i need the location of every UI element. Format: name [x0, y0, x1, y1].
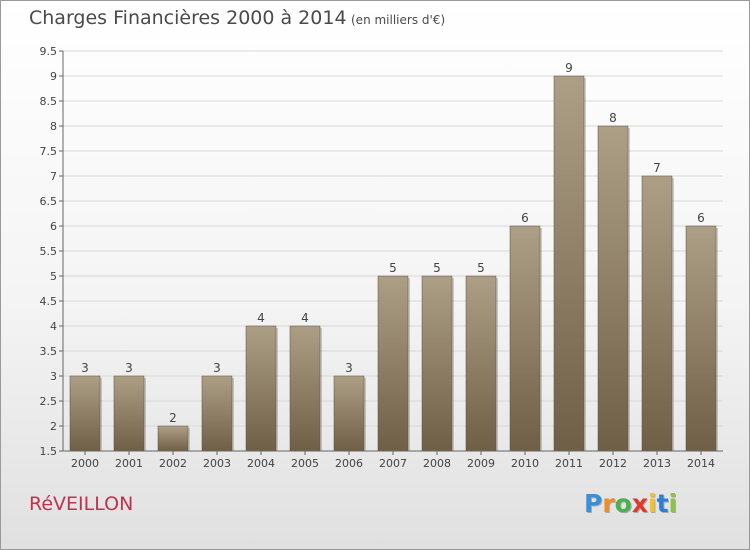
bar-value-label: 4: [257, 311, 265, 325]
chart-subtitle: (en milliers d'€): [351, 13, 446, 27]
bar: [377, 275, 409, 452]
x-tick-label: 2000: [71, 457, 99, 470]
y-tick-label: 2: [50, 420, 57, 433]
bar: [641, 175, 673, 452]
logo-letter: P: [584, 489, 603, 518]
x-tick-label: 2009: [467, 457, 495, 470]
bar: [201, 375, 233, 452]
logo-letter: i: [668, 489, 678, 518]
y-tick-label: 9.5: [40, 45, 58, 58]
x-tick-label: 2014: [687, 457, 715, 470]
bar: [509, 225, 541, 452]
x-tick-label: 2006: [335, 457, 363, 470]
y-tick-label: 8.5: [40, 95, 58, 108]
y-tick-label: 4.5: [40, 295, 58, 308]
bar-value-label: 2: [169, 411, 177, 425]
x-tick-label: 2012: [599, 457, 627, 470]
logo-letter: x: [631, 489, 648, 518]
bar-value-label: 3: [213, 361, 221, 375]
x-tick-label: 2008: [423, 457, 451, 470]
labels: 1.5 2 2.5 3 3.5 4 4.5 5 5.5 6 6.5 7 7.5 8 8.5 9 9.5 3 2000…: [40, 45, 716, 470]
bar-value-label: 9: [565, 61, 573, 75]
axes: [59, 50, 723, 455]
y-tick-label: 4: [50, 320, 57, 333]
y-tick-label: 7.5: [40, 145, 58, 158]
bar: [553, 75, 585, 452]
bar-value-label: 3: [81, 361, 89, 375]
bar-value-label: 5: [433, 261, 441, 275]
chart-title: Charges Financières 2000 à 2014: [29, 7, 347, 29]
logo-letter: o: [614, 489, 632, 518]
y-tick-label: 3: [50, 370, 57, 383]
y-tick-label: 5: [50, 270, 57, 283]
bar: [685, 225, 717, 452]
bar-value-label: 3: [345, 361, 353, 375]
y-tick-label: 6: [50, 220, 57, 233]
x-tick-label: 2011: [555, 457, 583, 470]
bar-value-label: 6: [521, 211, 529, 225]
bar-value-label: 4: [301, 311, 309, 325]
y-tick-label: 3.5: [40, 345, 58, 358]
x-tick-label: 2002: [159, 457, 187, 470]
y-tick-label: 5.5: [40, 245, 58, 258]
x-tick-label: 2010: [511, 457, 539, 470]
bar-value-label: 3: [125, 361, 133, 375]
commune-name: RéVEILLON: [29, 493, 134, 515]
y-tick-label: 6.5: [40, 195, 58, 208]
bar-value-label: 8: [609, 111, 617, 125]
x-tick-label: 2001: [115, 457, 143, 470]
y-tick-label: 9: [50, 70, 57, 83]
proxiti-logo: Proxiti: [584, 489, 677, 518]
bar: [69, 375, 101, 452]
bar: [597, 125, 629, 452]
bar-value-label: 7: [653, 161, 661, 175]
bar: [157, 425, 189, 452]
y-tick-label: 8: [50, 120, 57, 133]
bar-value-label: 5: [477, 261, 485, 275]
logo-letter: r: [602, 489, 615, 518]
logo-letter: t: [656, 489, 669, 518]
logo-letter: i: [648, 489, 657, 518]
x-tick-label: 2003: [203, 457, 231, 470]
bars: [69, 75, 718, 452]
bar: [465, 275, 497, 452]
bar: [113, 375, 145, 452]
bar: [333, 375, 365, 452]
y-tick-label: 2.5: [40, 395, 58, 408]
x-tick-label: 2005: [291, 457, 319, 470]
x-tick-label: 2004: [247, 457, 275, 470]
x-tick-label: 2013: [643, 457, 671, 470]
y-tick-label: 1.5: [40, 445, 58, 458]
bar-value-label: 6: [697, 211, 705, 225]
x-tick-label: 2007: [379, 457, 407, 470]
bar: [289, 325, 321, 452]
bar: [245, 325, 277, 452]
y-tick-label: 7: [50, 170, 57, 183]
bar: [421, 275, 453, 452]
bar-value-label: 5: [389, 261, 397, 275]
